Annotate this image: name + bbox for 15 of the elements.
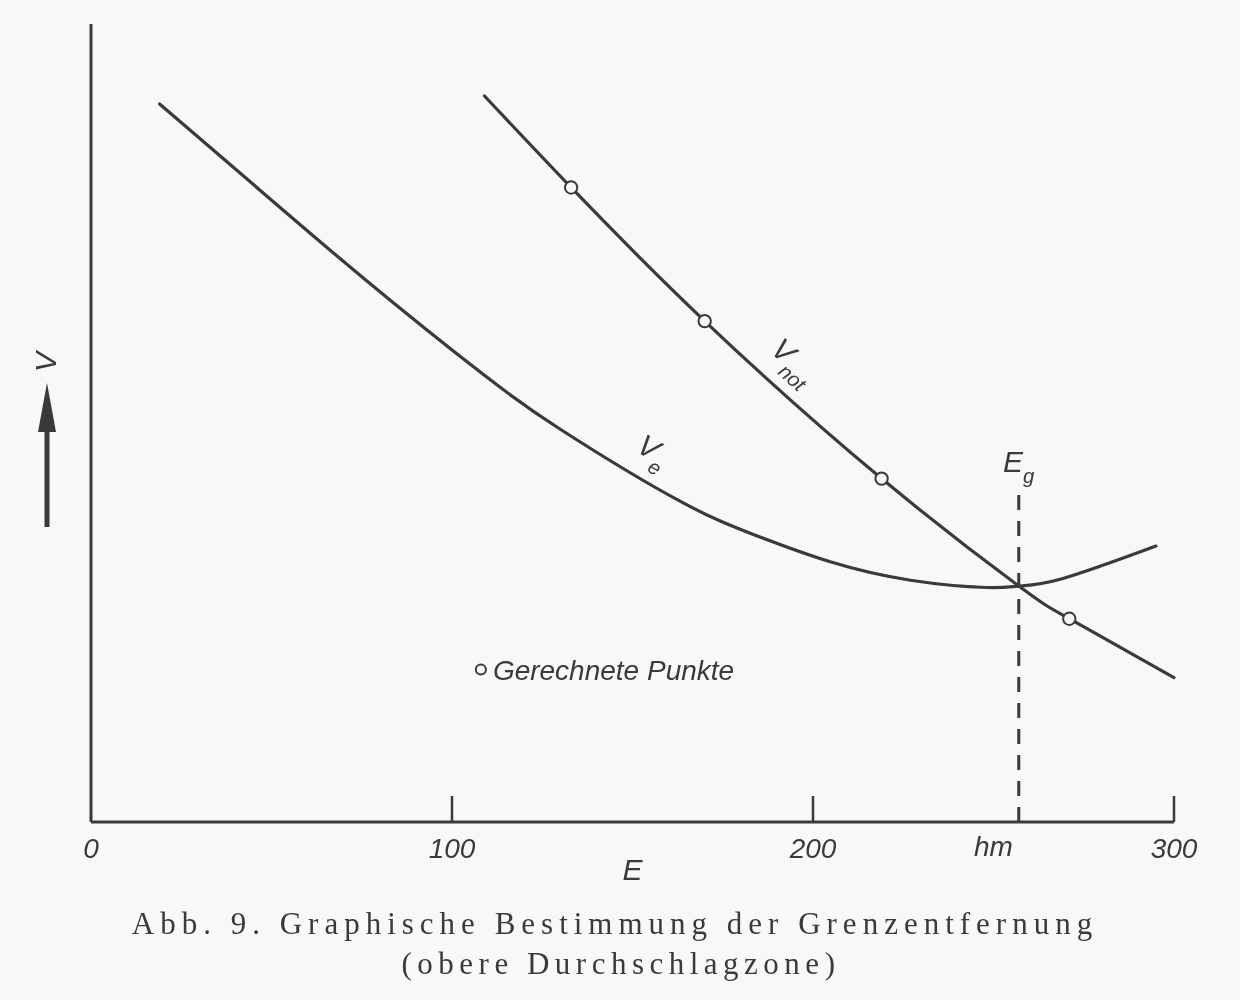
text: Abb. 9. Graphische Bestimmung der Grenzentfernung <box>131 906 1099 941</box>
point <box>1062 611 1077 626</box>
legend-label: Gerechnete Punkte <box>492 654 735 686</box>
point <box>697 313 712 329</box>
text: (obere Durchschlagzone) <box>401 946 841 981</box>
point <box>563 180 579 195</box>
text: hm <box>974 831 1013 862</box>
x-tick-label: 200 <box>788 833 837 864</box>
point <box>874 471 889 486</box>
y-axis-title: V <box>29 349 62 373</box>
ref-line-label: E$_{g}$ <box>1003 444 1036 487</box>
x-tick-label: 300 <box>1150 833 1198 864</box>
x-tick-label: 100 <box>428 833 476 864</box>
x-axis-title: E <box>622 853 644 886</box>
x-tick-label: 0 <box>83 833 100 864</box>
